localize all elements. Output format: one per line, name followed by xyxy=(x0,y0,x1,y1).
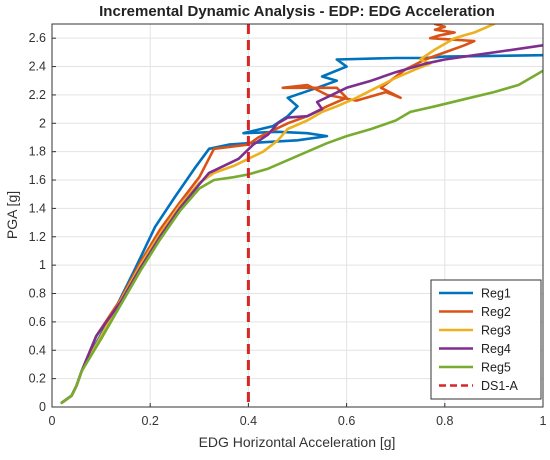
y-tick-label: 1 xyxy=(39,258,46,272)
series-line-reg4 xyxy=(60,43,543,405)
x-tick-label: 0.4 xyxy=(240,414,257,428)
y-tick-label: 1.6 xyxy=(29,173,46,187)
legend-box xyxy=(430,279,542,400)
series-group xyxy=(60,24,543,405)
legend-label: DS1-A xyxy=(481,379,518,393)
y-tick-label: 2.6 xyxy=(29,31,46,45)
legend-label: Reg2 xyxy=(481,305,511,319)
x-tick-label: 0 xyxy=(49,414,56,428)
y-tick-label: 0.8 xyxy=(29,287,46,301)
x-tick-label: 0.6 xyxy=(338,414,355,428)
legend-label: Reg1 xyxy=(481,287,511,301)
y-tick-label: 1.2 xyxy=(29,230,46,244)
legend-label: Reg5 xyxy=(481,361,511,375)
x-tick-label: 0.2 xyxy=(142,414,159,428)
y-tick-label: 1.4 xyxy=(29,201,46,215)
y-tick-label: 2.4 xyxy=(29,60,46,74)
plot-frame xyxy=(51,23,544,408)
x-axis-label: EDG Horizontal Acceleration [g] xyxy=(199,434,396,450)
legend: Reg1 Reg2 Reg3 Reg4 Reg5 DS1-A xyxy=(430,279,542,400)
chart-title: Incremental Dynamic Analysis - EDP: EDG … xyxy=(99,3,495,20)
axis-ticks: 0 0.2 0.4 0.6 0.8 1 0 0.2 0.4 0.6 0.8 1 1.2 1.4 1.6 1.8… xyxy=(29,31,547,428)
y-tick-label: 0.6 xyxy=(29,315,46,329)
series-line-reg5 xyxy=(60,69,543,405)
x-tick-label: 1 xyxy=(540,414,547,428)
y-tick-label: 0.4 xyxy=(29,343,46,357)
series-line-reg3 xyxy=(60,24,496,405)
x-tick-label: 0.8 xyxy=(436,414,453,428)
legend-label: Reg4 xyxy=(481,342,511,356)
y-tick-label: 0 xyxy=(39,400,46,414)
y-tick-label: 2.2 xyxy=(29,88,46,102)
y-tick-label: 1.8 xyxy=(29,145,46,159)
y-tick-label: 0.2 xyxy=(29,372,46,386)
series-line-reg2 xyxy=(60,24,476,405)
y-tick-label: 2 xyxy=(39,116,46,130)
y-axis-label: PGA [g] xyxy=(4,191,20,239)
legend-label: Reg3 xyxy=(481,324,511,338)
